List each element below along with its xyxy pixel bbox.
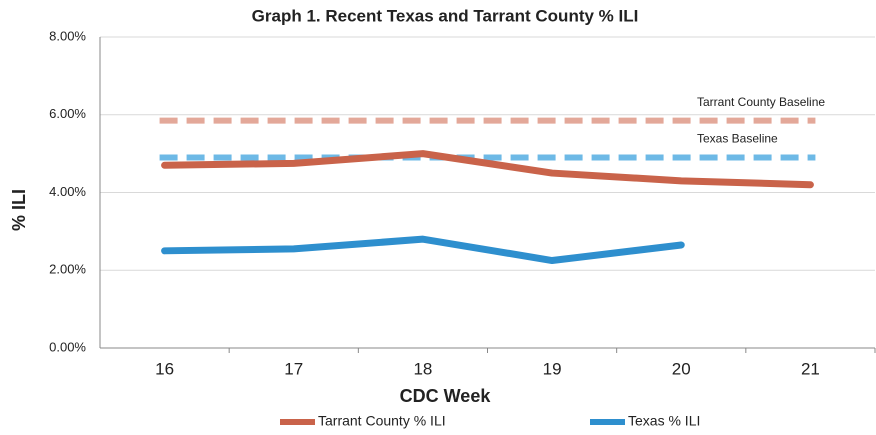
x-tick-label: 16	[155, 359, 174, 378]
y-tick-label: 0.00%	[49, 339, 86, 354]
x-tick-label: 18	[413, 359, 432, 378]
y-tick-label: 4.00%	[49, 184, 86, 199]
series-line	[161, 235, 685, 265]
x-tick-label: 19	[543, 359, 562, 378]
series-line	[161, 150, 814, 189]
legend-label: Texas % ILI	[628, 413, 700, 429]
x-tick-label: 21	[801, 359, 820, 378]
x-tick-label: 20	[672, 359, 691, 378]
y-tick-label: 2.00%	[49, 262, 86, 277]
chart-title: Graph 1. Recent Texas and Tarrant County…	[252, 6, 639, 25]
y-axis-title: % ILI	[9, 189, 29, 231]
x-axis-title: CDC Week	[400, 386, 492, 406]
baseline-label: Tarrant County Baseline	[697, 95, 825, 109]
legend-label: Tarrant County % ILI	[318, 413, 446, 429]
x-tick-label: 17	[284, 359, 303, 378]
y-tick-label: 8.00%	[49, 28, 86, 43]
baseline-label: Texas Baseline	[697, 132, 778, 146]
y-tick-label: 6.00%	[49, 106, 86, 121]
